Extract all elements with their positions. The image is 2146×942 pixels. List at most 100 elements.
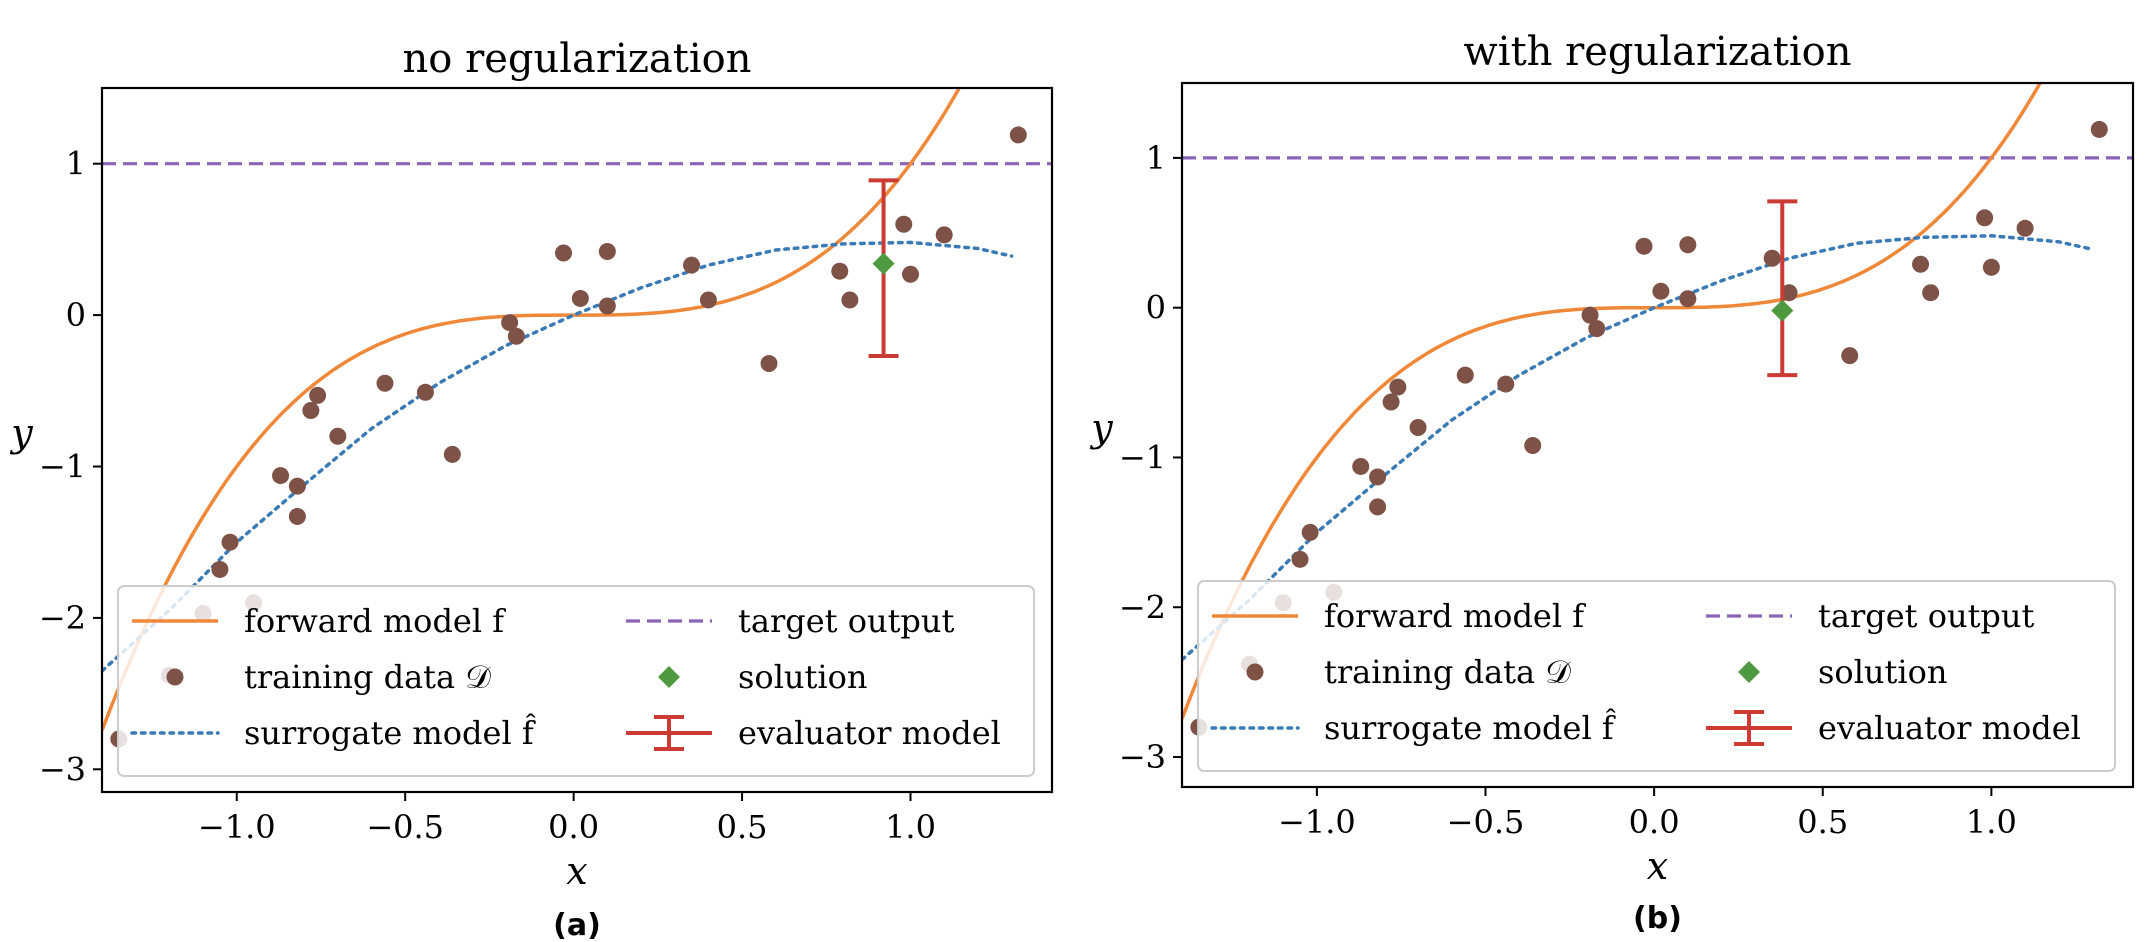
x-axis-label: x bbox=[1647, 844, 1668, 888]
legend-solution-handle bbox=[1738, 661, 1760, 683]
training-point bbox=[1982, 258, 2000, 276]
solution-marker bbox=[872, 252, 895, 275]
training-point bbox=[376, 374, 394, 392]
legend-solution-handle bbox=[658, 666, 680, 688]
x-axis-label: x bbox=[566, 849, 587, 893]
training-point bbox=[935, 226, 953, 244]
legend-solution-label: solution bbox=[1818, 653, 1948, 691]
y-tick-label: −3 bbox=[1119, 738, 1166, 776]
x-tick-label: 1.0 bbox=[885, 808, 936, 846]
training-point bbox=[288, 507, 306, 525]
x-tick-label: 0.5 bbox=[1797, 803, 1848, 841]
legend: forward model f training data 𝒟 surrogate … bbox=[117, 585, 1035, 777]
training-point bbox=[1652, 282, 1670, 300]
y-tick-label: −2 bbox=[39, 599, 86, 637]
legend-evaluator-label: evaluator model bbox=[738, 714, 1001, 752]
y-tick-label: 0 bbox=[1146, 289, 1166, 327]
legend: forward model f training data 𝒟 surrogate … bbox=[1197, 580, 2116, 772]
training-point bbox=[1409, 419, 1427, 437]
legend-forward-label: forward model f bbox=[1324, 597, 1586, 635]
training-point bbox=[1382, 393, 1400, 411]
training-point bbox=[1389, 378, 1407, 396]
training-point bbox=[1588, 320, 1606, 338]
x-tick-label: 0.5 bbox=[717, 808, 768, 846]
y-tick-label: 1 bbox=[66, 145, 86, 183]
training-point bbox=[699, 291, 717, 309]
x-tick-label: 0.0 bbox=[548, 808, 599, 846]
training-point bbox=[1581, 306, 1599, 324]
axes-frame bbox=[1180, 81, 2135, 789]
x-tick-label: 1.0 bbox=[1966, 803, 2017, 841]
training-point bbox=[555, 244, 573, 262]
panel-caption: (b) bbox=[1633, 901, 1682, 936]
training-point bbox=[1780, 284, 1798, 302]
training-point bbox=[1679, 290, 1697, 308]
y-tick-label: −2 bbox=[1119, 588, 1166, 626]
legend-target-label: target output bbox=[1818, 597, 2035, 635]
y-tick-label: −1 bbox=[39, 447, 86, 485]
training-point bbox=[895, 215, 913, 233]
training-point bbox=[221, 533, 239, 551]
solution-marker bbox=[1771, 299, 1794, 322]
legend-surrogate-label: surrogate model f̂ bbox=[244, 713, 536, 752]
surrogate-model-line bbox=[1182, 234, 2095, 662]
training-point bbox=[902, 265, 920, 283]
y-tick-label: 0 bbox=[66, 296, 86, 334]
forward-model-line bbox=[102, 88, 962, 732]
training-point bbox=[329, 427, 347, 445]
training-point bbox=[1291, 550, 1309, 568]
x-tick-label: 0.0 bbox=[1629, 803, 1680, 841]
training-point bbox=[1369, 498, 1387, 516]
legend-training-handle bbox=[1246, 663, 1264, 681]
legend-training-label: training data 𝒟 bbox=[244, 658, 491, 696]
legend-surrogate-label: surrogate model f̂ bbox=[1324, 708, 1616, 747]
training-point bbox=[443, 445, 461, 463]
training-point bbox=[760, 355, 778, 373]
training-point bbox=[1635, 237, 1653, 255]
forward-model-line bbox=[1182, 83, 2043, 720]
training-point bbox=[211, 560, 229, 578]
training-point bbox=[1009, 126, 1027, 144]
chart-title: no regularization bbox=[403, 36, 752, 82]
y-axis-label: y bbox=[1089, 406, 1113, 450]
chart-panel-1: −1.0 −0.5 0.0 0.5 1.0 −3 −2 −1 0 1 no regularizati… bbox=[9, 36, 1054, 942]
y-axis-label: y bbox=[9, 411, 33, 455]
legend-solution-label: solution bbox=[738, 658, 868, 696]
training-point bbox=[501, 314, 519, 332]
legend-forward-label: forward model f bbox=[244, 602, 506, 640]
legend-evaluator-label: evaluator model bbox=[1818, 709, 2081, 747]
training-point bbox=[2090, 120, 2108, 138]
legend-training-handle bbox=[166, 668, 184, 686]
x-tick-label: −0.5 bbox=[1447, 803, 1525, 841]
training-point bbox=[1912, 255, 1930, 273]
axes-frame bbox=[100, 86, 1054, 794]
training-point bbox=[1976, 209, 1994, 227]
chart-title: with regularization bbox=[1464, 29, 1852, 75]
legend-target-label: target output bbox=[738, 602, 955, 640]
training-point bbox=[683, 256, 701, 274]
training-point bbox=[1456, 366, 1474, 384]
training-point bbox=[831, 262, 849, 280]
training-point bbox=[1369, 468, 1387, 486]
training-point bbox=[1922, 284, 1940, 302]
training-point bbox=[598, 243, 616, 261]
y-tick-label: −3 bbox=[39, 750, 86, 788]
training-point bbox=[1524, 436, 1542, 454]
chart-panel-2: −1.0 −0.5 0.0 0.5 1.0 −3 −2 −1 0 1 with regulariza… bbox=[1089, 29, 2135, 936]
training-point bbox=[1352, 457, 1370, 475]
training-point bbox=[1763, 249, 1781, 267]
training-point bbox=[302, 401, 320, 419]
training-point bbox=[1497, 375, 1515, 393]
y-tick-label: −1 bbox=[1119, 438, 1166, 476]
x-tick-label: −1.0 bbox=[198, 808, 276, 846]
training-point bbox=[309, 386, 327, 404]
training-point bbox=[1679, 236, 1697, 254]
training-point bbox=[841, 291, 859, 309]
panel-caption: (a) bbox=[553, 908, 601, 942]
y-tick-label: 1 bbox=[1146, 139, 1166, 177]
training-point bbox=[598, 297, 616, 315]
training-point bbox=[1841, 347, 1859, 365]
surrogate-model-line bbox=[102, 240, 1014, 673]
training-point bbox=[288, 477, 306, 495]
